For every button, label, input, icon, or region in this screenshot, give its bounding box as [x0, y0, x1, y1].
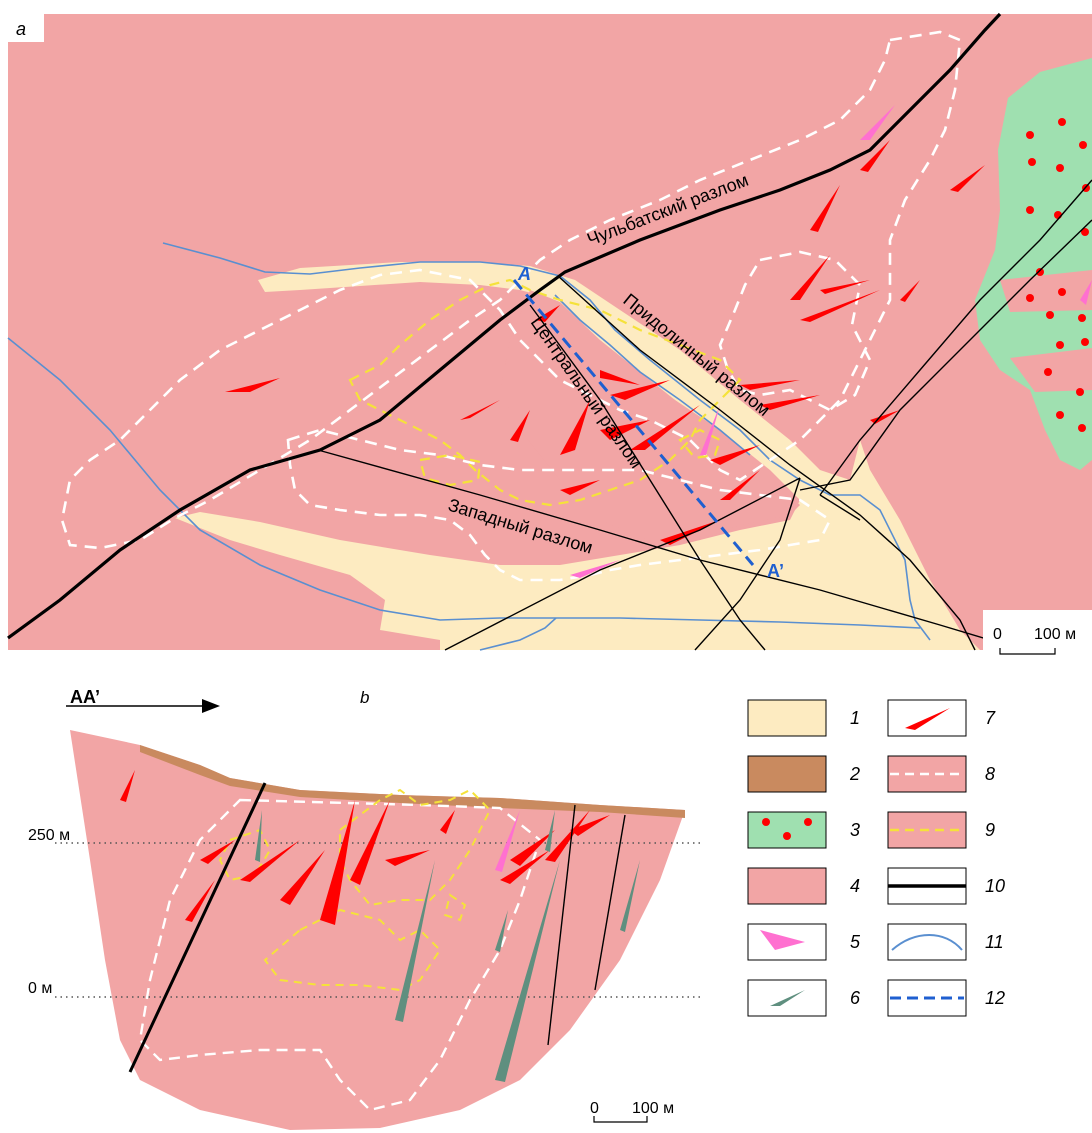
section-scale-zero: 0: [590, 1100, 599, 1117]
legend-magenta-lens-icon: [760, 930, 805, 950]
legend-num-8: 8: [985, 764, 995, 784]
section-magenta-vein: [495, 810, 520, 872]
section-end-label: A’: [767, 561, 784, 581]
section-white-contour: [138, 798, 542, 1112]
red-veins: [225, 140, 985, 545]
panel-a-label: a: [16, 19, 26, 39]
legend-num-5: 5: [850, 932, 861, 952]
section-red-veins: [120, 770, 610, 925]
section-dark-green-lenses: [255, 810, 640, 1082]
level-250-label: 250 м: [28, 827, 70, 844]
legend-river-icon: [891, 934, 963, 951]
section-panel: AA’ b 250 м 0 м: [28, 687, 700, 1130]
section-scale-value: 100 м: [632, 1100, 674, 1117]
soil-layer: [140, 745, 685, 818]
section-thick-fault: [128, 782, 267, 1073]
section-start-label: A: [517, 264, 531, 284]
panel-a-label-box: [8, 14, 44, 42]
legend-num-11: 11: [985, 932, 1004, 952]
map-panel: a Чульбатский разлом Придолинный разлом …: [7, 12, 1092, 662]
legend-swatch-7: [887, 699, 967, 737]
chulbat-fault-line: [7, 12, 1002, 640]
legend-red-lens-icon: [905, 708, 950, 730]
legend-num-9: 9: [985, 820, 995, 840]
section-body: [70, 730, 685, 1130]
granite-strip-1: [1000, 270, 1092, 312]
arrow-head-icon: [202, 699, 220, 713]
legend-swatch-1: [747, 699, 827, 737]
panel-b-label: b: [360, 688, 369, 707]
section-line-aa: [512, 279, 755, 566]
yellow-dashed-contours: [348, 278, 742, 507]
legend-num-1: 1: [850, 708, 860, 728]
legend-swatch-3: [747, 811, 827, 849]
map-scale-zero: 0: [993, 626, 1002, 643]
legend-swatch-5: [747, 923, 827, 961]
legend-num-6: 6: [850, 988, 861, 1008]
section-fault-2: [594, 814, 626, 991]
legend-swatch-4: [747, 867, 827, 905]
legend-num-7: 7: [985, 708, 996, 728]
legend-num-2: 2: [849, 764, 860, 784]
section-fault-1: [547, 804, 576, 1046]
map-scale-bar: [999, 648, 1056, 655]
magenta-veins: [570, 105, 1092, 578]
legend-num-12: 12: [985, 988, 1005, 1008]
section-name: AA’: [70, 687, 100, 707]
legend-num-4: 4: [850, 876, 860, 896]
section-scale-bar: [593, 1116, 648, 1123]
legend-dots-icon: [762, 818, 812, 840]
legend-swatch-2: [747, 755, 827, 793]
legend-num-10: 10: [985, 876, 1005, 896]
white-dashed-contours: [60, 30, 962, 582]
map-scale-value: 100 м: [1034, 626, 1076, 643]
legend-green-lens-icon: [770, 990, 805, 1006]
legend: 1 2 3 4 5 6 7 8 9 10 11 12: [747, 699, 1005, 1017]
map-scale-box: [983, 610, 1092, 662]
legend-num-3: 3: [850, 820, 860, 840]
alluvium-area: [175, 262, 980, 650]
thin-faults: [317, 179, 1092, 651]
level-0-label: 0 м: [28, 980, 52, 997]
legend-swatch-6: [747, 979, 827, 1017]
